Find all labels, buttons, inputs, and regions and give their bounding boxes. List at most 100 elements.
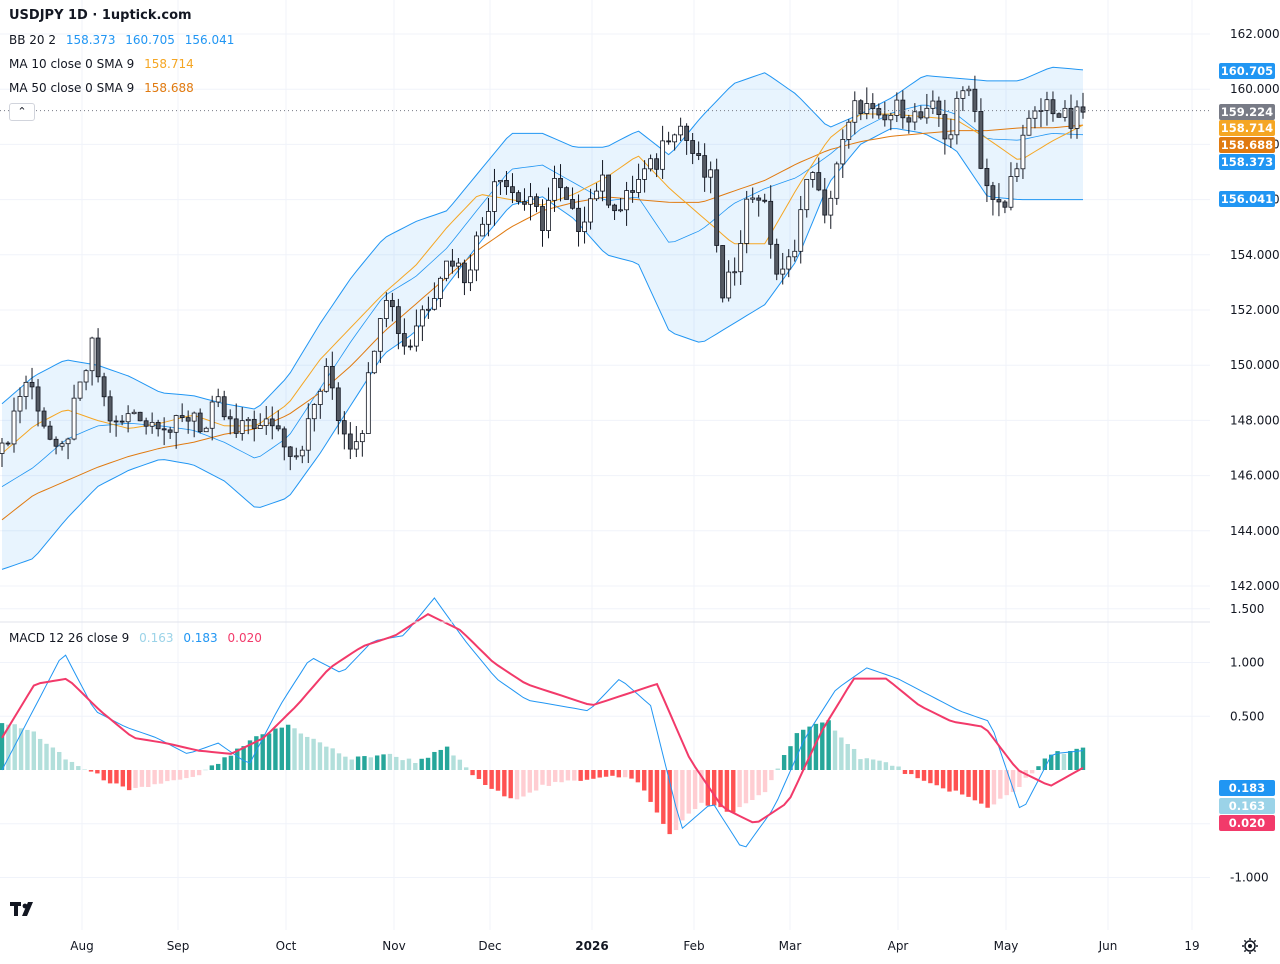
macd-hist-bar [851, 748, 857, 770]
macd-hist-bar [228, 755, 234, 770]
macd-hist-bar [76, 766, 81, 770]
candle-body [648, 158, 653, 170]
candle-body [173, 415, 179, 433]
candle-body [233, 418, 239, 434]
candle-body [834, 163, 840, 199]
candle-body [978, 111, 984, 169]
price-tick-label: 148.000 [1230, 413, 1280, 427]
macd-hist-bar [152, 770, 157, 785]
candle-body [846, 121, 852, 140]
macd-hist-bar [413, 762, 418, 770]
macd-hist-bar [470, 770, 475, 776]
candle-body [750, 197, 756, 200]
candle-body [600, 174, 605, 192]
time-tick-label: Nov [382, 939, 405, 953]
macd-hist-bar [146, 770, 151, 787]
candle-body [672, 134, 678, 143]
macd-hist-bar [648, 770, 653, 802]
legend-bollinger[interactable]: BB 20 2 158.373 160.705 156.041 [9, 33, 240, 47]
candle-body [269, 418, 275, 427]
candle-body [137, 411, 143, 422]
price-axis[interactable]: 162.000160.000158.000156.000154.000152.0… [1230, 27, 1280, 593]
candle-body [744, 198, 750, 244]
macd-hist-bar [858, 759, 863, 770]
macd-hist-bar [241, 746, 246, 770]
time-tick-label: Jun [1098, 939, 1118, 953]
macd-hist-bar [235, 748, 240, 770]
macd-hist-bar [6, 724, 11, 770]
macd-hist-bar [349, 759, 354, 770]
candle-body [864, 103, 870, 114]
candle-body [1050, 99, 1056, 115]
macd-hist-bar [12, 724, 17, 770]
legend-macd[interactable]: MACD 12 26 close 9 0.163 0.183 0.020 [9, 631, 268, 645]
candle-body [323, 366, 329, 392]
candle-body [65, 438, 71, 445]
macd-hist-bar [203, 769, 208, 771]
macd-hist-bar [305, 736, 310, 770]
macd-hist-bar [508, 770, 513, 799]
macd-hist-bar [463, 767, 469, 770]
macd-hist-bar [495, 770, 501, 791]
candle-body [23, 381, 29, 397]
macd-hist-bar [667, 770, 672, 835]
macd-axis-tag: 0.183 [1229, 781, 1265, 795]
macd-hist-bar [444, 746, 450, 770]
candle-body [53, 438, 59, 447]
legend-bb-basis: 158.373 [65, 33, 116, 47]
macd-hist-bar [775, 768, 780, 770]
macd-hist-bar [635, 770, 641, 783]
candle-body [185, 417, 191, 422]
macd-tick-label: 1.500 [1230, 602, 1264, 616]
candle-body [816, 172, 822, 191]
candle-body [822, 189, 828, 216]
candle-body [570, 199, 575, 209]
settings-gear-icon[interactable] [1242, 938, 1258, 954]
candle-body [1074, 106, 1080, 129]
macd-hist-bar [0, 723, 5, 770]
candle-body [425, 308, 431, 311]
candle-body [35, 386, 41, 412]
macd-hist-bar [565, 770, 571, 781]
legend-ma50[interactable]: MA 50 close 0 SMA 9 158.688 [9, 81, 200, 95]
time-axis[interactable]: Aug Sep Oct Nov Dec 2026 Feb Mar Apr May Jun 19 [70, 939, 1199, 953]
macd-hist-bar [247, 740, 253, 770]
candle-body [912, 111, 918, 123]
macd-hist-bar [1036, 766, 1041, 770]
macd-hist-bar [330, 748, 335, 770]
legend-macd-name: MACD 12 26 close 9 [9, 631, 130, 645]
legend-ma10[interactable]: MA 10 close 0 SMA 9 158.714 [9, 57, 200, 71]
macd-hist-bar [139, 770, 145, 787]
candle-body [293, 455, 299, 458]
macd-hist-bar [902, 770, 908, 774]
macd-hist-bar [1042, 758, 1048, 770]
candle-body [612, 204, 617, 212]
macd-hist-bar [864, 758, 869, 770]
legend-bb-name: BB 20 2 [9, 33, 56, 47]
candle-body [29, 381, 35, 388]
candle-body [119, 420, 125, 423]
macd-hist-bar [921, 770, 927, 781]
candle-body [996, 199, 1002, 203]
candle-body [906, 117, 912, 123]
macd-axis-tag-bg [1219, 780, 1275, 796]
time-tick-label: Oct [276, 939, 297, 953]
candle-body [1080, 106, 1086, 113]
macd-hist-bar [801, 729, 806, 770]
candle-body [690, 140, 696, 154]
candle-body [702, 155, 708, 178]
macd-hist-bar [610, 770, 615, 776]
macd-hist-bar [578, 770, 583, 781]
macd-hist-bar [1029, 770, 1035, 774]
macd-hist-bar [527, 770, 532, 793]
macd-hist-bar [432, 751, 437, 770]
time-tick-label: Feb [683, 939, 704, 953]
candle-body [654, 158, 660, 170]
collapse-legend-button[interactable]: ⌃ [9, 103, 35, 121]
bollinger-band-fill [2, 67, 1083, 570]
macd-hist-bar [998, 770, 1003, 799]
macd-hist-bar [184, 770, 189, 779]
tradingview-logo-icon[interactable] [10, 898, 38, 922]
